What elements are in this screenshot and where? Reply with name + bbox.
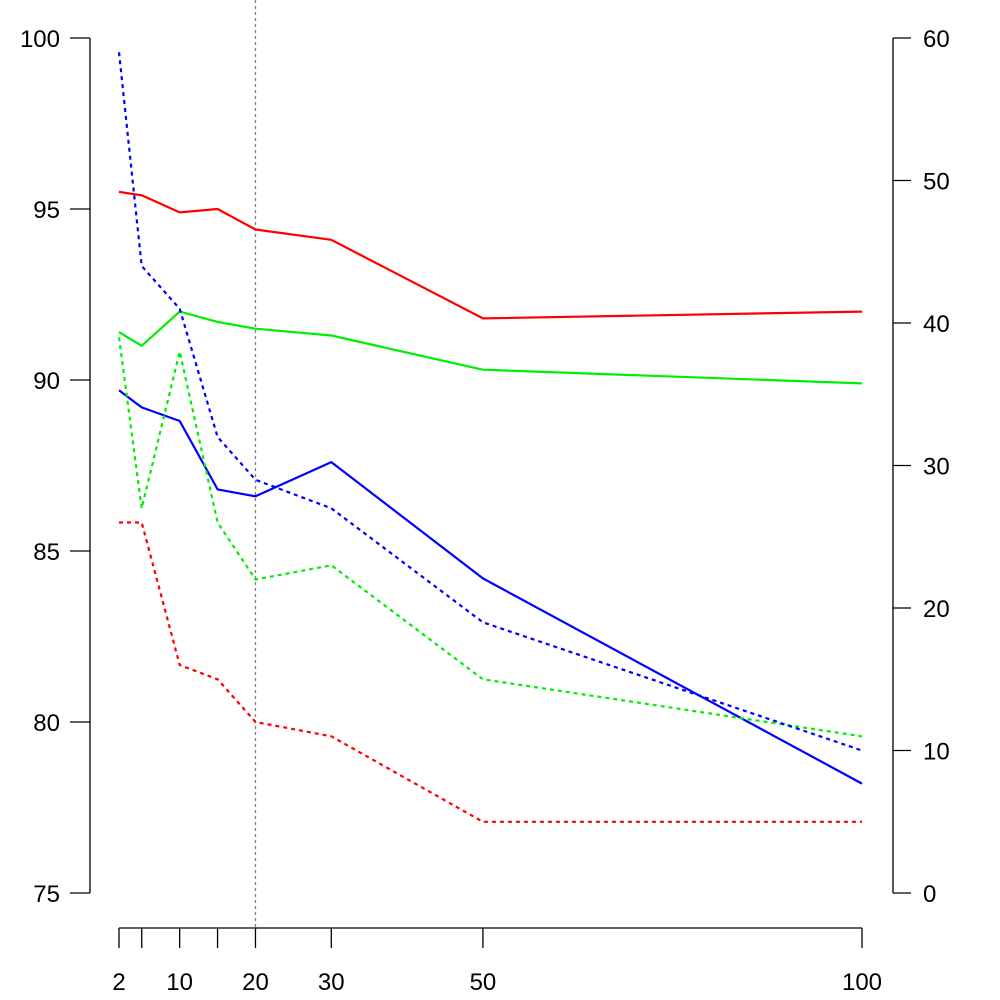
- series-line-1-solid: [118, 190, 863, 320]
- series-line-2-solid: [118, 310, 863, 385]
- right-axis-tick-label: 0: [923, 881, 936, 908]
- series-line-5-dotted: [117, 337, 863, 738]
- series-line-4-dotted: [119, 521, 862, 823]
- right-y-axis: 0 10 20 30 40 50 60: [892, 26, 950, 908]
- x-axis-tick-label: 20: [242, 969, 269, 996]
- left-axis-tick-label: 95: [33, 197, 60, 224]
- series-line-3-solid: [118, 389, 863, 785]
- left-y-axis: 75 80 85 90 95 100: [20, 26, 91, 908]
- right-axis-tick-label: 60: [923, 26, 950, 53]
- right-axis-tick-label: 20: [923, 596, 950, 623]
- right-axis-tick-label: 50: [923, 169, 950, 196]
- right-axis-tick-label: 10: [923, 739, 950, 766]
- left-axis-tick-label: 75: [33, 881, 60, 908]
- x-axis-tick-label: 100: [842, 969, 882, 996]
- x-axis: 2 10 20 30 50 100: [112, 927, 882, 996]
- right-axis-tick-label: 40: [923, 311, 950, 338]
- right-axis-tick-label: 30: [923, 454, 950, 481]
- left-axis-tick-label: 100: [20, 26, 60, 53]
- left-axis-tick-label: 85: [33, 539, 60, 566]
- x-axis-tick-label: 2: [112, 969, 125, 996]
- left-axis-tick-label: 90: [33, 368, 60, 395]
- x-axis-tick-label: 50: [470, 969, 497, 996]
- series-layer: [117, 52, 863, 823]
- x-axis-tick-label: 30: [318, 969, 345, 996]
- x-axis-tick-label: 10: [166, 969, 193, 996]
- series-line-6-dotted: [117, 52, 863, 752]
- left-axis-tick-label: 80: [33, 710, 60, 737]
